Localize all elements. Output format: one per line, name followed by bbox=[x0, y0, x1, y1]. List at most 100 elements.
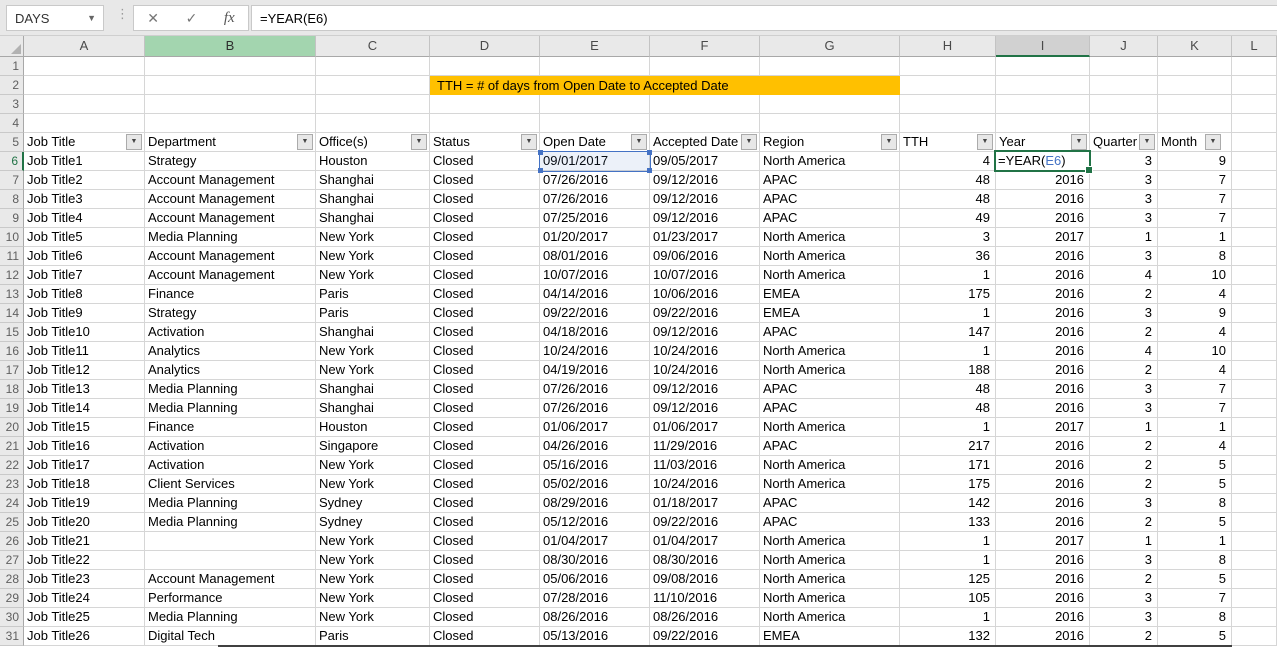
cell-H30[interactable]: 1 bbox=[900, 608, 996, 627]
cell-C5[interactable]: Office(s) ▼ bbox=[316, 133, 430, 152]
cell-B20[interactable]: Finance bbox=[145, 418, 316, 437]
cell-E23[interactable]: 05/02/2016 bbox=[540, 475, 650, 494]
cell-I2[interactable] bbox=[996, 76, 1090, 95]
cell-K29[interactable]: 7 bbox=[1158, 589, 1232, 608]
row-header-21[interactable]: 21 bbox=[0, 437, 24, 456]
cell-C18[interactable]: Shanghai bbox=[316, 380, 430, 399]
cell-C29[interactable]: New York bbox=[316, 589, 430, 608]
cell-D14[interactable]: Closed bbox=[430, 304, 540, 323]
cell-I12[interactable]: 2016 bbox=[996, 266, 1090, 285]
cell-F1[interactable] bbox=[650, 57, 760, 76]
cell-H11[interactable]: 36 bbox=[900, 247, 996, 266]
cell-F13[interactable]: 10/06/2016 bbox=[650, 285, 760, 304]
cell-L9[interactable] bbox=[1232, 209, 1277, 228]
cell-J23[interactable]: 2 bbox=[1090, 475, 1158, 494]
cell-L30[interactable] bbox=[1232, 608, 1277, 627]
cell-A29[interactable]: Job Title24 bbox=[24, 589, 145, 608]
cell-B30[interactable]: Media Planning bbox=[145, 608, 316, 627]
cell-I30[interactable]: 2016 bbox=[996, 608, 1090, 627]
cell-E3[interactable] bbox=[540, 95, 650, 114]
cell-J3[interactable] bbox=[1090, 95, 1158, 114]
cell-B7[interactable]: Account Management bbox=[145, 171, 316, 190]
cell-A7[interactable]: Job Title2 bbox=[24, 171, 145, 190]
filter-button-accepted-date[interactable]: ▼ bbox=[741, 134, 757, 150]
cell-K6[interactable]: 9 bbox=[1158, 152, 1232, 171]
cell-J5[interactable]: Quarter ▼ bbox=[1090, 133, 1158, 152]
cell-B22[interactable]: Activation bbox=[145, 456, 316, 475]
cell-G5[interactable]: Region ▼ bbox=[760, 133, 900, 152]
cell-G9[interactable]: APAC bbox=[760, 209, 900, 228]
cell-G11[interactable]: North America bbox=[760, 247, 900, 266]
row-header-24[interactable]: 24 bbox=[0, 494, 24, 513]
col-header-A[interactable]: A bbox=[24, 36, 145, 57]
cell-H15[interactable]: 147 bbox=[900, 323, 996, 342]
row-header-3[interactable]: 3 bbox=[0, 95, 24, 114]
cell-A14[interactable]: Job Title9 bbox=[24, 304, 145, 323]
cell-H25[interactable]: 133 bbox=[900, 513, 996, 532]
insert-function-icon[interactable]: fx bbox=[223, 9, 235, 26]
cell-J17[interactable]: 2 bbox=[1090, 361, 1158, 380]
cell-J27[interactable]: 3 bbox=[1090, 551, 1158, 570]
cell-A22[interactable]: Job Title17 bbox=[24, 456, 145, 475]
cell-E15[interactable]: 04/18/2016 bbox=[540, 323, 650, 342]
cell-E16[interactable]: 10/24/2016 bbox=[540, 342, 650, 361]
cell-I7[interactable]: 2016 bbox=[996, 171, 1090, 190]
cell-F4[interactable] bbox=[650, 114, 760, 133]
row-header-12[interactable]: 12 bbox=[0, 266, 24, 285]
cell-J2[interactable] bbox=[1090, 76, 1158, 95]
cell-J22[interactable]: 2 bbox=[1090, 456, 1158, 475]
cell-K19[interactable]: 7 bbox=[1158, 399, 1232, 418]
cell-A1[interactable] bbox=[24, 57, 145, 76]
cell-G19[interactable]: APAC bbox=[760, 399, 900, 418]
cell-J4[interactable] bbox=[1090, 114, 1158, 133]
cell-K13[interactable]: 4 bbox=[1158, 285, 1232, 304]
cell-F22[interactable]: 11/03/2016 bbox=[650, 456, 760, 475]
cell-K17[interactable]: 4 bbox=[1158, 361, 1232, 380]
cell-B6[interactable]: Strategy bbox=[145, 152, 316, 171]
cell-H17[interactable]: 188 bbox=[900, 361, 996, 380]
cell-G26[interactable]: North America bbox=[760, 532, 900, 551]
cell-B27[interactable] bbox=[145, 551, 316, 570]
cell-C2[interactable] bbox=[316, 76, 430, 95]
row-header-25[interactable]: 25 bbox=[0, 513, 24, 532]
cell-C17[interactable]: New York bbox=[316, 361, 430, 380]
cell-J11[interactable]: 3 bbox=[1090, 247, 1158, 266]
cell-H5[interactable]: TTH ▼ bbox=[900, 133, 996, 152]
cell-F18[interactable]: 09/12/2016 bbox=[650, 380, 760, 399]
cell-F12[interactable]: 10/07/2016 bbox=[650, 266, 760, 285]
row-header-29[interactable]: 29 bbox=[0, 589, 24, 608]
row-header-8[interactable]: 8 bbox=[0, 190, 24, 209]
name-box[interactable]: DAYS ▼ bbox=[6, 5, 104, 31]
cell-G13[interactable]: EMEA bbox=[760, 285, 900, 304]
cell-C11[interactable]: New York bbox=[316, 247, 430, 266]
cell-E28[interactable]: 05/06/2016 bbox=[540, 570, 650, 589]
cell-G10[interactable]: North America bbox=[760, 228, 900, 247]
cell-D13[interactable]: Closed bbox=[430, 285, 540, 304]
cell-G21[interactable]: APAC bbox=[760, 437, 900, 456]
cell-G23[interactable]: North America bbox=[760, 475, 900, 494]
cell-C1[interactable] bbox=[316, 57, 430, 76]
cell-B28[interactable]: Account Management bbox=[145, 570, 316, 589]
cell-D7[interactable]: Closed bbox=[430, 171, 540, 190]
cell-K21[interactable]: 4 bbox=[1158, 437, 1232, 456]
cell-L7[interactable] bbox=[1232, 171, 1277, 190]
cell-A15[interactable]: Job Title10 bbox=[24, 323, 145, 342]
cell-G8[interactable]: APAC bbox=[760, 190, 900, 209]
cell-C22[interactable]: New York bbox=[316, 456, 430, 475]
cell-G29[interactable]: North America bbox=[760, 589, 900, 608]
cell-L18[interactable] bbox=[1232, 380, 1277, 399]
cell-B10[interactable]: Media Planning bbox=[145, 228, 316, 247]
cell-I9[interactable]: 2016 bbox=[996, 209, 1090, 228]
cell-K22[interactable]: 5 bbox=[1158, 456, 1232, 475]
cell-E24[interactable]: 08/29/2016 bbox=[540, 494, 650, 513]
cell-I26[interactable]: 2017 bbox=[996, 532, 1090, 551]
cell-C12[interactable]: New York bbox=[316, 266, 430, 285]
cell-F15[interactable]: 09/12/2016 bbox=[650, 323, 760, 342]
cell-F16[interactable]: 10/24/2016 bbox=[650, 342, 760, 361]
cell-A16[interactable]: Job Title11 bbox=[24, 342, 145, 361]
cell-J26[interactable]: 1 bbox=[1090, 532, 1158, 551]
cell-F29[interactable]: 11/10/2016 bbox=[650, 589, 760, 608]
cell-H24[interactable]: 142 bbox=[900, 494, 996, 513]
cell-G1[interactable] bbox=[760, 57, 900, 76]
cell-K24[interactable]: 8 bbox=[1158, 494, 1232, 513]
